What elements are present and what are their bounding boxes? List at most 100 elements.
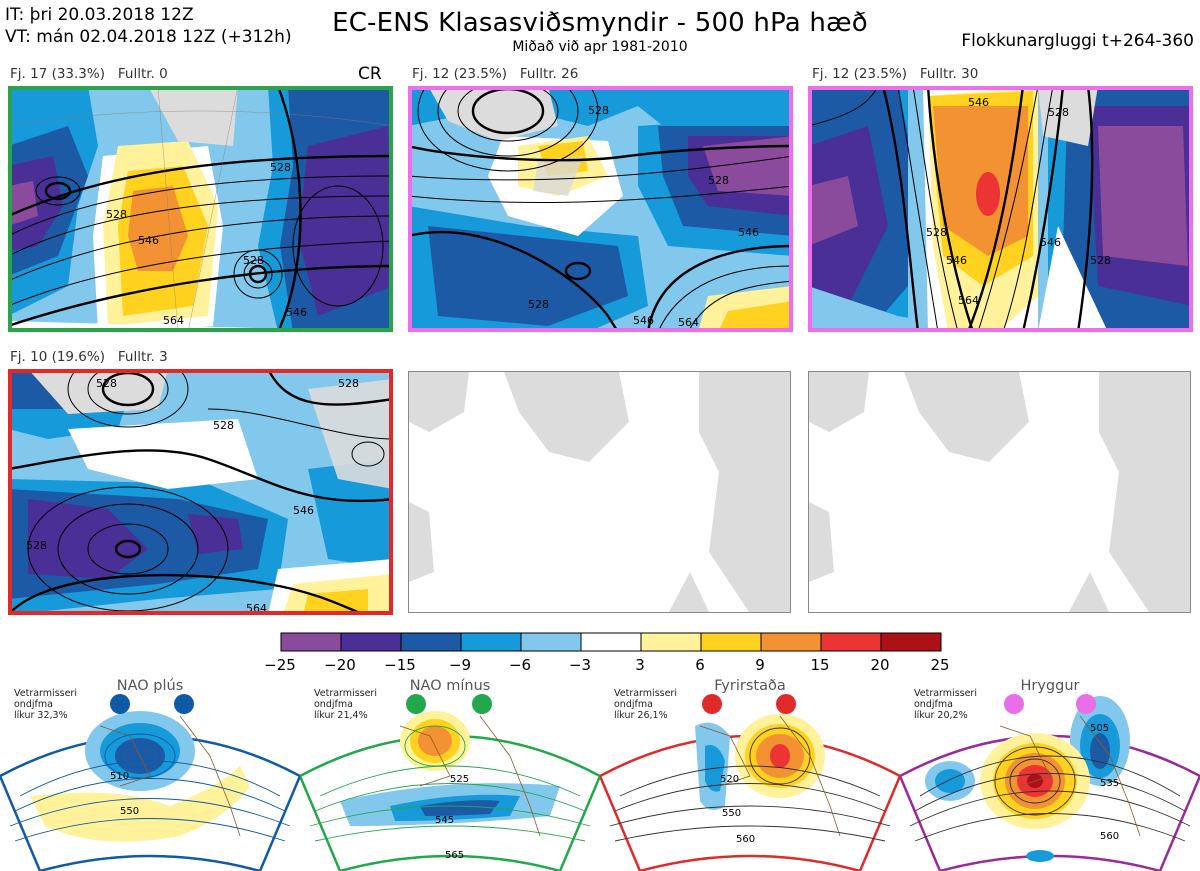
cluster-3-label: Fj. 12 (23.5%) Fulltr. 30 xyxy=(812,66,979,82)
page-subtitle: Miðað við apr 1981-2010 xyxy=(512,39,688,55)
initial-time: IT: þri 20.03.2018 12Z xyxy=(5,5,194,25)
regime-title: Hryggur xyxy=(1020,678,1080,694)
colorbar xyxy=(278,632,944,652)
contour-label: 535 xyxy=(1100,778,1119,789)
empty-map-panel-5 xyxy=(408,371,791,613)
contour-label: 528 xyxy=(213,419,234,432)
cluster-3-map: 546 528 546 528 546 564 528 xyxy=(808,86,1193,332)
contour-label: 528 xyxy=(26,539,47,552)
contour-label: 528 xyxy=(96,377,117,390)
colorbar-tick-labels: −25 −20 −15 −9 −6 −3 3 6 9 15 20 25 xyxy=(264,656,949,676)
cluster-2-label: Fj. 12 (23.5%) Fulltr. 26 xyxy=(412,66,579,82)
regime-marker xyxy=(1004,694,1024,714)
colorbar-tick-label: −3 xyxy=(568,656,592,674)
contour-label: 510 xyxy=(110,771,129,782)
contour-label: 546 xyxy=(286,306,307,319)
colorbar-tick-label: 9 xyxy=(755,656,765,674)
contour-label: 525 xyxy=(450,774,469,785)
empty-map-panel-6 xyxy=(808,371,1191,613)
colorbar-swatch xyxy=(280,632,342,652)
contour-label: 528 xyxy=(926,226,947,239)
regime-note: Vetrarmisseri ondjfma líkur 21,4% xyxy=(314,688,377,721)
colorbar-swatch xyxy=(580,632,642,652)
header-info: IT: þri 20.03.2018 12Z VT: mán 02.04.201… xyxy=(5,4,292,48)
regime-blocking: 520 550 560 Fyrirstaða Vetrarmisseri ondj… xyxy=(600,676,900,871)
cluster-2-map: 528 528 546 528 546 564 xyxy=(408,86,793,332)
colorbar-tick-label: 3 xyxy=(635,656,645,674)
cluster-4-frame xyxy=(8,369,393,615)
colorbar-swatch xyxy=(400,632,462,652)
contour-label: 520 xyxy=(720,774,739,785)
contour-label: 546 xyxy=(293,504,314,517)
contour-label: 565 xyxy=(445,850,464,861)
regime-marker xyxy=(110,694,130,714)
contour-label: 505 xyxy=(1090,723,1109,734)
regime-note: Vetrarmisseri ondjfma líkur 20,2% xyxy=(914,688,977,721)
regime-marker xyxy=(776,694,796,714)
regime-title: NAO plús xyxy=(116,678,184,694)
contour-label: 560 xyxy=(1100,831,1119,842)
regime-marker xyxy=(1076,694,1096,714)
contour-label: 528 xyxy=(106,208,127,221)
contour-label: 546 xyxy=(138,234,159,247)
contour-label: 545 xyxy=(435,815,454,826)
regime-note: Vetrarmisseri ondjfma líkur 32,3% xyxy=(14,688,77,721)
contour-label: 528 xyxy=(270,161,291,174)
regime-title: Fyrirstaða xyxy=(714,678,786,694)
valid-time: VT: mán 02.04.2018 12Z (+312h) xyxy=(5,27,292,47)
regime-nao-minus: 525 545 565 NAO mínus Vetrarmisseri ondjf… xyxy=(300,676,600,871)
colorbar-tick-label: −9 xyxy=(448,656,472,674)
contour-label: 550 xyxy=(722,808,741,819)
colorbar-tick-label: 15 xyxy=(810,656,830,674)
regime-marker xyxy=(702,694,722,714)
regime-ridge: 505 535 560 Hryggur Vetrarmisseri ondjfma… xyxy=(900,676,1200,871)
colorbar-tick-label: 6 xyxy=(695,656,705,674)
colorbar-tick-label: −15 xyxy=(384,656,416,674)
contour-label: 528 xyxy=(243,254,264,267)
contour-label: 546 xyxy=(946,254,967,267)
contour-label: 546 xyxy=(633,314,654,327)
colorbar-swatch xyxy=(700,632,762,652)
contour-label: 550 xyxy=(120,806,139,817)
contour-label: 546 xyxy=(738,226,759,239)
contour-label: 528 xyxy=(588,104,609,117)
regime-title: NAO mínus xyxy=(409,678,491,694)
colorbar-tick-label: 25 xyxy=(930,656,950,674)
colorbar-swatch xyxy=(340,632,402,652)
contour-label: 546 xyxy=(1040,236,1061,249)
colorbar-swatch xyxy=(520,632,582,652)
colorbar-tick-label: −6 xyxy=(508,656,532,674)
contour-label: 528 xyxy=(1048,106,1069,119)
colorbar-swatch xyxy=(880,632,942,652)
contour-label: 528 xyxy=(1090,254,1111,267)
contour-label: 564 xyxy=(163,314,184,327)
cluster-1-regime-tag: CR xyxy=(358,64,382,84)
regime-nao-plus: 510 550 NAO plús Vetrarmisseri ondjfma lík… xyxy=(0,676,300,871)
colorbar-swatch xyxy=(820,632,882,652)
contour-label: 528 xyxy=(528,298,549,311)
regime-marker xyxy=(406,694,426,714)
regime-note: Vetrarmisseri ondjfma líkur 26,1% xyxy=(614,688,677,721)
colorbar-tick-label: 20 xyxy=(870,656,890,674)
contour-label: 560 xyxy=(736,834,755,845)
regime-marker xyxy=(472,694,492,714)
contour-label: 528 xyxy=(338,377,359,390)
cluster-4-map: 528 528 528 546 528 564 xyxy=(8,369,393,615)
contour-label: 528 xyxy=(708,174,729,187)
colorbar-swatch xyxy=(760,632,822,652)
cluster-2-frame xyxy=(408,86,793,332)
cluster-1-label: Fj. 17 (33.3%) Fulltr. 0 xyxy=(10,66,168,82)
contour-label: 564 xyxy=(958,294,979,307)
cluster-1-frame xyxy=(8,86,393,332)
regime-marker xyxy=(174,694,194,714)
cluster-4-label: Fj. 10 (19.6%) Fulltr. 3 xyxy=(10,349,168,365)
page-title: EC-ENS Klasasviðsmyndir - 500 hPa hæð xyxy=(332,8,868,38)
contour-label: 546 xyxy=(968,96,989,109)
clustering-window: Flokkunargluggi t+264-360 xyxy=(961,31,1194,51)
colorbar-tick-label: −20 xyxy=(324,656,356,674)
cluster-3-frame xyxy=(808,86,1193,332)
colorbar-tick-label: −25 xyxy=(264,656,296,674)
colorbar-swatch xyxy=(460,632,522,652)
colorbar-swatch xyxy=(640,632,702,652)
contour-label: 564 xyxy=(678,316,699,329)
